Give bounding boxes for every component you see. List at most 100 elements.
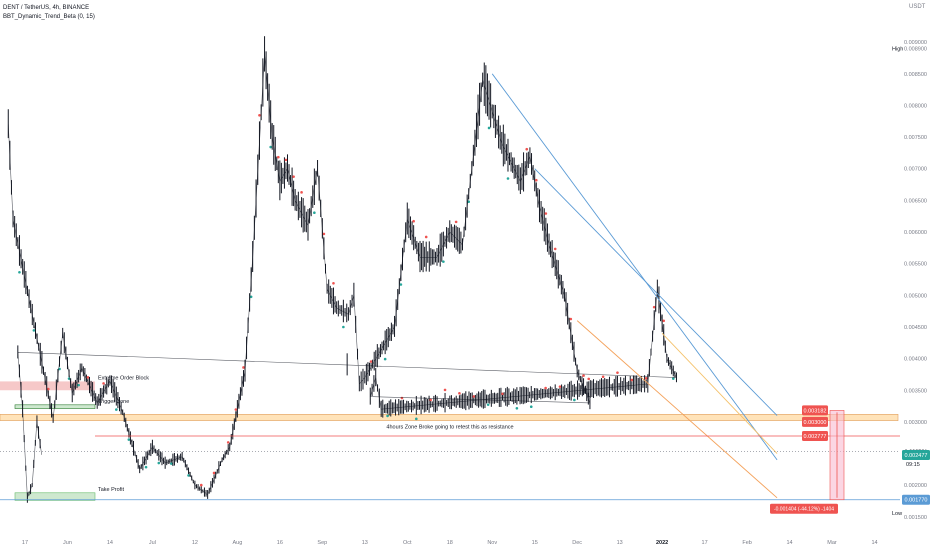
time-tick-label: 13 — [617, 540, 623, 546]
extreme-order-block-zone — [0, 381, 95, 391]
resistance-zone — [0, 414, 899, 421]
time-axis[interactable]: 17 Jun 14 Jul 12 Aug 16 Sep 13 Oct 18 Nov 15 Dec 13 202… — [22, 540, 878, 546]
price-tick-label: 0.001500 — [904, 515, 927, 521]
price-tick-label: 0.007500 — [904, 135, 927, 141]
buy-signal-dot — [415, 417, 418, 421]
take-profit-label: Take Profit — [98, 487, 124, 493]
time-tick-label: 13 — [362, 540, 368, 546]
price-tick-label: 0.009000 — [904, 40, 927, 46]
sell-signal-dot — [199, 483, 203, 487]
trendline[interactable] — [661, 332, 778, 454]
sell-signal-dot — [616, 371, 619, 374]
svg-text:-0.001404 (-44.12%) -1404: -0.001404 (-44.12%) -1404 — [774, 507, 834, 513]
sell-signal-dot — [258, 114, 261, 117]
buy-signal-dot — [32, 329, 36, 332]
time-tick-label: Mar — [827, 540, 837, 546]
indicator-title[interactable]: BBT_Dynamic_Trend_Beta (0, 15) — [3, 14, 95, 20]
sell-signal-dot — [429, 398, 432, 402]
sell-signal-dot — [412, 219, 415, 223]
entry-price-tag: 0.003182 — [802, 405, 828, 416]
sell-signal-dot — [86, 376, 90, 379]
buy-signal-dot — [487, 126, 491, 130]
sell-signal-dot — [644, 376, 648, 380]
trendline[interactable] — [491, 73, 778, 461]
sell-signal-dot — [102, 382, 105, 385]
time-tick-label: Sep — [317, 540, 327, 546]
buy-signal-dot — [144, 465, 148, 469]
price-tick-label: 0.003000 — [904, 420, 927, 426]
sell-signal-dot — [601, 375, 605, 379]
time-tick-label: Dec — [572, 540, 582, 546]
price-tick-label: 0.006500 — [904, 198, 927, 204]
sell-signal-dot — [226, 441, 230, 444]
sell-signal-dot — [652, 305, 656, 309]
high-label: High — [892, 46, 903, 52]
sell-signal-dot — [369, 360, 373, 363]
buy-signal-dot — [529, 405, 533, 409]
price-tick-label: 0.008900 — [904, 46, 927, 52]
buy-signal-dot — [269, 145, 272, 149]
buy-signal-dot — [157, 461, 161, 465]
sell-signal-dot — [292, 175, 295, 178]
buy-signal-dot — [18, 270, 21, 274]
time-tick-label: Feb — [742, 540, 751, 546]
current-price-subtext: 09:15 — [906, 462, 920, 468]
buy-signal-dot — [383, 357, 387, 361]
sell-signal-dot — [501, 392, 504, 396]
sell-signal-dot — [558, 385, 562, 388]
trendline[interactable] — [576, 320, 778, 499]
resistance-note: 4hours Zone Broke going to retest this a… — [386, 425, 513, 431]
time-tick-label: 18 — [447, 540, 453, 546]
symbol-title[interactable]: DENT / TetherUS, 4h, BINANCE — [3, 5, 90, 11]
time-tick-label: 14 — [107, 540, 113, 546]
price-tick-label: 0.004500 — [904, 325, 927, 331]
buy-signal-dot — [127, 438, 131, 441]
candles-layer — [7, 36, 677, 503]
stop-price-tag: 0.002777 — [802, 431, 828, 442]
price-tags: 0.0031820.0030000.0027770.0025310.002477… — [770, 405, 930, 514]
buy-signal-dot — [115, 408, 118, 411]
buy-signal-dot — [313, 211, 316, 214]
sell-signal-dot — [582, 374, 585, 377]
buy-signal-dot — [671, 377, 675, 380]
buy-signal-dot — [342, 325, 345, 329]
buy-signal-dot — [386, 414, 389, 418]
buy-signal-dot — [442, 260, 445, 263]
sell-signal-dot — [525, 147, 529, 151]
svg-text:0.001770: 0.001770 — [905, 498, 928, 504]
time-tick-label: 2022 — [656, 540, 668, 546]
time-tick-label: Jun — [63, 540, 72, 546]
trendline[interactable] — [534, 168, 778, 416]
price-tick-label: 0.006000 — [904, 230, 927, 236]
price-tick-label: 0.002000 — [904, 483, 927, 489]
sell-signal-dot — [630, 378, 634, 382]
time-tick-label: 17 — [22, 540, 28, 546]
sell-signal-dot — [242, 366, 245, 369]
trigger-zone-label: Trigger Zone — [98, 399, 129, 405]
sell-signal-dot — [212, 471, 216, 475]
buy-signal-dot — [249, 295, 253, 299]
lines-layer: Extreme Order Block Trigger Zone Take Prof… — [0, 46, 920, 517]
currency-label[interactable]: USDT — [909, 4, 926, 10]
measure-label: -0.001404 (-44.12%) -1404 — [770, 503, 838, 514]
sell-signal-dot — [234, 408, 238, 411]
time-tick-label: Jul — [149, 540, 156, 546]
buy-signal-dot — [515, 406, 519, 410]
sell-signal-dot — [400, 396, 404, 400]
time-tick-label: 12 — [192, 540, 198, 546]
svg-text:0.002477: 0.002477 — [905, 453, 928, 459]
time-tick-label: Oct — [403, 540, 412, 546]
low-label: Low — [892, 511, 902, 517]
sell-signal-dot — [458, 391, 461, 395]
buy-signal-dot — [486, 403, 490, 406]
sell-signal-dot — [587, 377, 591, 381]
sell-signal-dot — [332, 281, 335, 285]
sell-signal-dot — [284, 158, 288, 162]
sell-signal-dot — [424, 235, 428, 239]
price-path — [8, 54, 677, 498]
time-tick-label: 16 — [277, 540, 283, 546]
price-tick-label: 0.008500 — [904, 72, 927, 78]
buy-signal-dot — [77, 383, 80, 387]
